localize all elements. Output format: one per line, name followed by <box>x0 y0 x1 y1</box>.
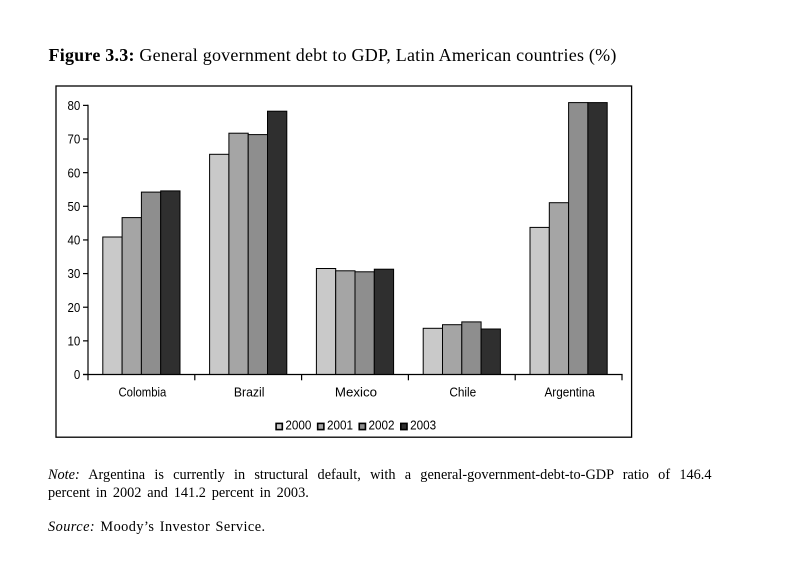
svg-text:Argentina: Argentina <box>544 384 595 399</box>
svg-text:2002: 2002 <box>369 418 395 433</box>
svg-text:0: 0 <box>74 367 80 382</box>
svg-text:40: 40 <box>68 233 81 248</box>
svg-text:2003: 2003 <box>410 418 436 433</box>
svg-text:50: 50 <box>68 199 81 214</box>
svg-text:Colombia: Colombia <box>119 384 167 399</box>
svg-text:Brazil: Brazil <box>234 384 265 399</box>
svg-text:80: 80 <box>68 98 81 113</box>
svg-text:20: 20 <box>68 300 81 315</box>
svg-text:2001: 2001 <box>327 418 353 433</box>
svg-text:70: 70 <box>68 132 81 147</box>
svg-text:Chile: Chile <box>449 384 476 399</box>
svg-text:10: 10 <box>68 333 81 348</box>
svg-text:Mexico: Mexico <box>335 384 377 399</box>
svg-text:2000: 2000 <box>285 418 311 433</box>
svg-text:30: 30 <box>68 266 81 281</box>
svg-text:60: 60 <box>68 165 81 180</box>
